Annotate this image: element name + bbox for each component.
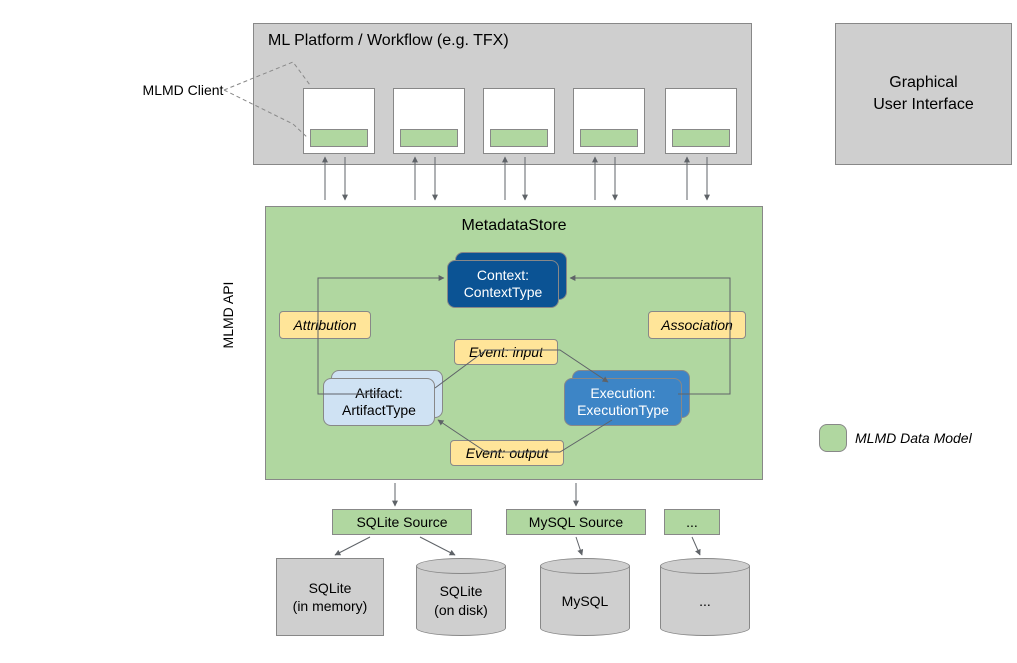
mlmd-client-pill — [580, 129, 638, 147]
sqlite-mem-line1: SQLite — [309, 579, 352, 597]
context-line2: ContextType — [464, 284, 543, 302]
mlmd-client-pill — [310, 129, 368, 147]
mlmd-client-pill — [672, 129, 730, 147]
mlmd-client-pill — [400, 129, 458, 147]
execution-line2: ExecutionType — [577, 402, 669, 420]
gui-box: Graphical User Interface — [835, 23, 1012, 165]
context-line1: Context: — [477, 267, 529, 285]
event-input-label: Event: input — [454, 339, 558, 365]
sqlite-source-box: SQLite Source — [332, 509, 472, 535]
mlmd-client-pill — [490, 129, 548, 147]
mysql-line1: MySQL — [562, 593, 609, 609]
context-box: Context: ContextType — [447, 260, 559, 308]
legend-swatch — [819, 424, 847, 452]
attribution-label: Attribution — [279, 311, 371, 339]
execution-line1: Execution: — [590, 385, 655, 403]
mlmd-client-label: MLMD Client — [138, 82, 228, 98]
sqlite-memory-box: SQLite (in memory) — [276, 558, 384, 636]
gui-line2: User Interface — [873, 94, 973, 116]
execution-box: Execution: ExecutionType — [564, 378, 682, 426]
artifact-line1: Artifact: — [355, 385, 402, 403]
mysql-source-box: MySQL Source — [506, 509, 646, 535]
sqlite-disk-line2: (on disk) — [434, 601, 488, 619]
mysql-cylinder: MySQL — [540, 558, 630, 636]
dots-source-box: ... — [664, 509, 720, 535]
artifact-box: Artifact: ArtifactType — [323, 378, 435, 426]
ml-platform-title: ML Platform / Workflow (e.g. TFX) — [268, 32, 509, 50]
event-output-label: Event: output — [450, 440, 564, 466]
metadatastore-title: MetadataStore — [462, 217, 567, 235]
sqlite-mem-line2: (in memory) — [293, 597, 368, 615]
gui-line1: Graphical — [889, 72, 957, 94]
mlmd-api-label: MLMD API — [220, 255, 236, 375]
sqlite-disk-cylinder: SQLite (on disk) — [416, 558, 506, 636]
dots-line1: ... — [699, 593, 711, 609]
legend-label: MLMD Data Model — [855, 430, 972, 446]
artifact-line2: ArtifactType — [342, 402, 416, 420]
association-label: Association — [648, 311, 746, 339]
sqlite-disk-line1: SQLite — [440, 582, 483, 600]
dots-cylinder: ... — [660, 558, 750, 636]
